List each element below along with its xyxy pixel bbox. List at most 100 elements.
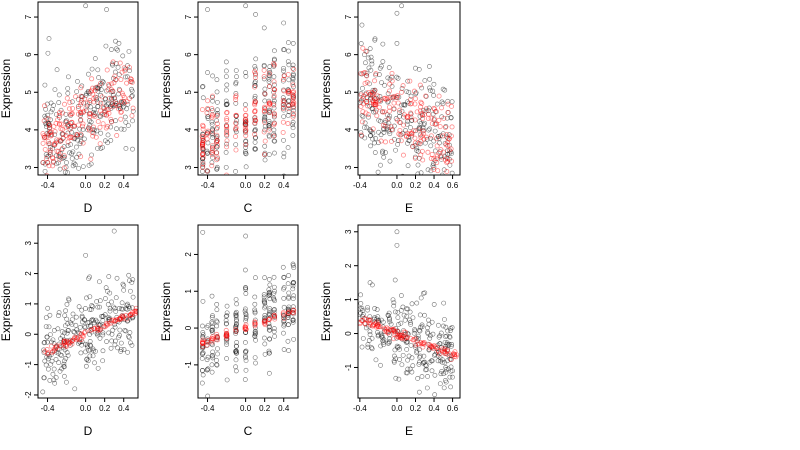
- fitted-point: [439, 347, 445, 353]
- observed-point: [430, 88, 436, 94]
- fitted-point: [214, 157, 220, 163]
- fitted-point: [44, 347, 50, 353]
- fitted-point: [114, 133, 120, 139]
- fitted-point: [118, 116, 124, 122]
- fitted-point: [363, 316, 369, 322]
- fitted-point: [58, 126, 64, 132]
- fitted-point: [117, 316, 123, 322]
- observed-point: [360, 308, 365, 313]
- observed-point: [233, 357, 239, 363]
- fitted-point: [133, 308, 138, 314]
- fitted-point: [373, 71, 379, 77]
- observed-point: [130, 108, 136, 114]
- observed-point: [429, 368, 435, 374]
- fitted-point: [262, 320, 268, 326]
- fitted-point: [51, 348, 57, 354]
- observed-point: [261, 25, 267, 31]
- observed-point: [210, 355, 216, 361]
- fitted-point: [90, 124, 96, 130]
- x-axis-title: D: [84, 424, 93, 438]
- x-tick-label: 0.0: [240, 181, 252, 190]
- observed-point: [290, 76, 296, 82]
- observed-point: [243, 116, 248, 122]
- observed-point: [267, 306, 273, 312]
- fitted-point: [419, 100, 425, 106]
- fitted-point: [373, 102, 379, 108]
- observed-point: [94, 331, 100, 337]
- observed-point: [396, 344, 402, 350]
- observed-point: [379, 109, 385, 115]
- observed-point: [47, 312, 53, 318]
- observed-point: [373, 109, 379, 115]
- fitted-point: [442, 351, 448, 357]
- observed-point: [43, 120, 48, 126]
- observed-point: [438, 330, 444, 336]
- fitted-point: [209, 335, 215, 341]
- observed-point: [234, 322, 239, 328]
- observed-point: [125, 63, 130, 69]
- observed-point: [88, 104, 93, 110]
- observed-point: [95, 88, 101, 94]
- fitted-point: [384, 96, 390, 102]
- observed-point: [243, 367, 249, 373]
- fitted-point: [224, 116, 230, 122]
- fitted-point: [370, 323, 376, 329]
- fitted-point: [397, 334, 403, 340]
- fitted-point: [200, 151, 206, 157]
- observed-point: [200, 84, 206, 89]
- fitted-point: [200, 147, 206, 153]
- observed-point: [401, 102, 406, 108]
- fitted-point: [80, 334, 86, 340]
- observed-point: [285, 307, 291, 312]
- observed-point: [406, 89, 412, 95]
- observed-point: [233, 325, 239, 331]
- fitted-point: [44, 134, 50, 140]
- fitted-point: [233, 97, 239, 103]
- observed-point: [385, 75, 391, 81]
- observed-point: [412, 65, 418, 71]
- fitted-point: [214, 335, 220, 341]
- observed-point: [68, 142, 73, 147]
- fitted-point: [423, 134, 429, 140]
- fitted-point: [372, 102, 378, 108]
- observed-point: [290, 307, 296, 313]
- observed-point: [243, 150, 248, 156]
- observed-point: [243, 287, 249, 292]
- observed-point: [56, 341, 62, 347]
- fitted-point: [74, 132, 80, 138]
- fitted-point: [444, 348, 450, 354]
- observed-point: [102, 112, 107, 117]
- fitted-point: [252, 69, 258, 75]
- observed-point: [86, 125, 91, 131]
- y-tick-label: 6: [24, 52, 33, 57]
- observed-point: [123, 146, 129, 151]
- x-tick-label: 0.0: [391, 181, 403, 190]
- observed-point: [446, 341, 452, 347]
- observed-point: [431, 353, 437, 358]
- observed-point: [214, 144, 220, 150]
- fitted-point: [214, 154, 220, 160]
- observed-point: [47, 332, 53, 337]
- observed-point: [368, 54, 374, 60]
- observed-point: [210, 73, 215, 79]
- fitted-point: [449, 124, 455, 130]
- observed-point: [448, 353, 454, 359]
- observed-point: [215, 351, 220, 357]
- observed-point: [427, 135, 433, 141]
- observed-point: [385, 340, 391, 346]
- fitted-point: [358, 319, 363, 325]
- observed-point: [71, 136, 77, 142]
- fitted-point: [267, 101, 273, 107]
- fitted-point: [408, 97, 414, 103]
- fitted-point: [42, 348, 48, 354]
- observed-point: [45, 50, 51, 56]
- fitted-point: [266, 84, 272, 90]
- observed-point: [447, 356, 453, 362]
- fitted-point: [56, 137, 62, 143]
- y-tick-label: 2: [24, 271, 33, 276]
- fitted-point: [374, 323, 380, 329]
- fitted-point: [397, 107, 403, 113]
- fitted-point: [80, 333, 86, 339]
- y-tick-label: 1: [24, 301, 33, 306]
